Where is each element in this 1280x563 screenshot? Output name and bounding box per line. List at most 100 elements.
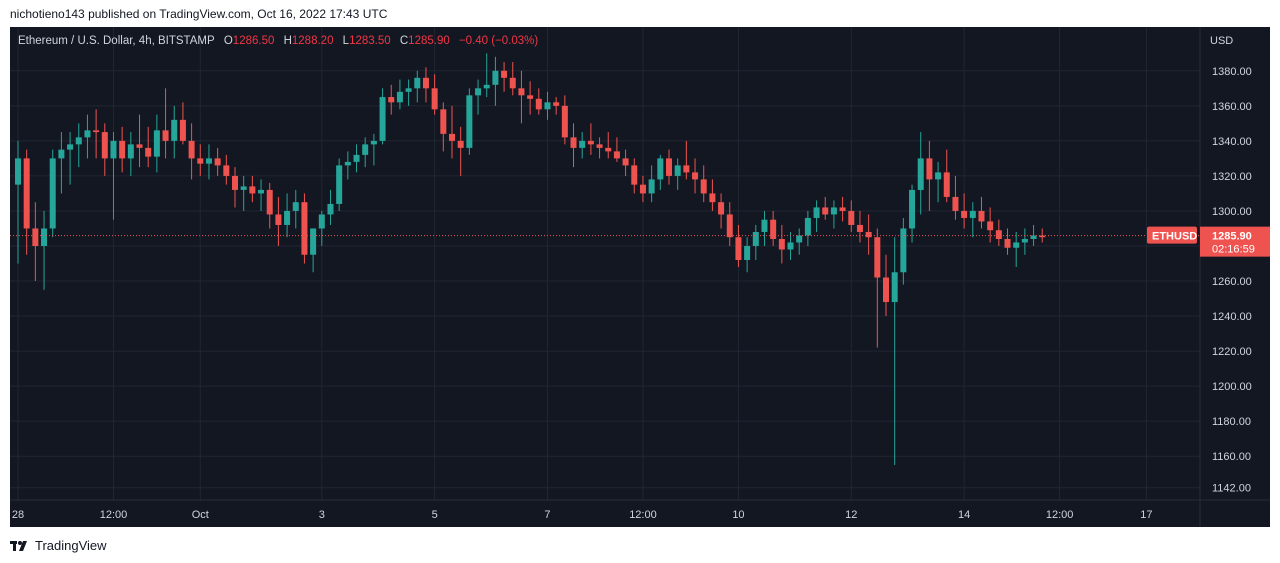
- candle-body: [449, 133, 455, 141]
- legend-change: −0.40 (−0.03%): [458, 35, 539, 47]
- publish-info: nichotieno143 published on TradingView.c…: [10, 7, 388, 21]
- legend-open-value: 1286.50: [232, 35, 275, 47]
- candle-body: [622, 158, 629, 166]
- candle-body: [1004, 238, 1011, 248]
- candle-body: [501, 70, 508, 78]
- time-tick-label: 10: [732, 509, 744, 521]
- candle-body: [318, 214, 325, 229]
- candle-body: [232, 175, 238, 190]
- candle-body: [223, 165, 230, 176]
- candle-body: [171, 119, 178, 141]
- price-tick-label: 1200.00: [1212, 381, 1252, 393]
- candle-body: [509, 77, 516, 89]
- legend-low-value: 1283.50: [349, 35, 391, 47]
- candle-body: [613, 151, 620, 159]
- candle-body: [275, 214, 282, 225]
- candle-body: [362, 144, 369, 155]
- time-axis[interactable]: 28 12:00 Oct 3 5 7 12:00 10 12 14 12:00 17: [12, 509, 1153, 521]
- price-tick-label: 1240.00: [1212, 311, 1252, 323]
- candle-body: [926, 158, 933, 180]
- candle-body: [943, 172, 950, 197]
- candle-body: [865, 231, 872, 238]
- legend-low-label: L: [342, 35, 350, 47]
- candle-body: [475, 88, 482, 96]
- candle-body: [822, 207, 829, 215]
- candle-body: [101, 132, 108, 159]
- candle-body: [1013, 242, 1020, 248]
- candle-body: [75, 137, 82, 145]
- time-tick-label: 12:00: [1046, 509, 1074, 521]
- candle-body: [830, 207, 837, 215]
- candle-body: [49, 158, 56, 229]
- candle-body: [396, 91, 403, 103]
- candle-body: [961, 210, 968, 218]
- candle-body: [674, 165, 681, 176]
- candle-body: [718, 202, 725, 215]
- candle-body: [110, 140, 117, 159]
- candle-body: [84, 130, 91, 138]
- candle-body: [422, 77, 429, 89]
- candle-body: [778, 238, 785, 250]
- candle-body: [804, 217, 811, 236]
- candle-body: [683, 165, 690, 173]
- candle-body: [41, 228, 48, 246]
- candlestick-chart[interactable]: 1142.00 1160.00 1180.00 1200.00 1220.00 1240.…: [10, 27, 1270, 527]
- candle-body: [544, 102, 551, 110]
- candle-body: [197, 158, 204, 164]
- candle-body: [883, 277, 889, 303]
- time-tick-label: 12: [845, 509, 857, 521]
- candle-body: [23, 158, 30, 229]
- chart-panel[interactable]: 1142.00 1160.00 1180.00 1200.00 1220.00 1240.…: [10, 27, 1270, 527]
- candle-body: [952, 196, 959, 211]
- time-tick-label: 3: [319, 509, 325, 521]
- badge-countdown: 02:16:59: [1212, 244, 1255, 256]
- candle-body: [700, 179, 707, 194]
- candle-body: [1021, 238, 1028, 243]
- candle-body: [917, 158, 924, 190]
- candle-body: [839, 207, 846, 211]
- footer-brand[interactable]: TradingView: [10, 538, 107, 553]
- candle-body: [969, 210, 976, 218]
- legend-symbol: Ethereum / U.S. Dollar, 4h, BITSTAMP: [18, 35, 215, 47]
- price-tick-label: 1320.00: [1212, 171, 1252, 183]
- candle-body: [935, 172, 942, 180]
- candle-body: [344, 161, 351, 166]
- candle-body: [796, 235, 803, 243]
- candle-body: [726, 214, 733, 238]
- price-tick-label: 1380.00: [1212, 66, 1252, 78]
- candle-body: [266, 189, 273, 215]
- candle-body: [32, 228, 39, 246]
- candle-body: [648, 179, 655, 194]
- candle-body: [136, 144, 143, 148]
- candle-body: [440, 109, 447, 134]
- candle-body: [310, 228, 317, 255]
- candle-body: [744, 245, 751, 260]
- candle-body: [1030, 235, 1037, 239]
- time-tick-label: 14: [958, 509, 970, 521]
- legend-close-label: C: [399, 35, 409, 47]
- candle-body: [631, 165, 638, 185]
- price-tick-label: 1360.00: [1212, 101, 1252, 113]
- candle-body: [909, 189, 916, 229]
- candle-body: [891, 272, 898, 303]
- candle-body: [770, 219, 777, 239]
- candle-body: [353, 154, 360, 162]
- candle-body: [900, 228, 907, 273]
- candle-body: [145, 147, 152, 157]
- footer-brand-label: TradingView: [35, 538, 107, 553]
- time-tick-label: 28: [12, 509, 24, 521]
- candle-body: [284, 210, 291, 225]
- time-tick-label: 17: [1140, 509, 1152, 521]
- candle-body: [214, 158, 221, 166]
- candle-body: [553, 102, 560, 106]
- candles: [15, 53, 1046, 465]
- candle-body: [709, 193, 716, 203]
- price-tick-label: 1142.00: [1212, 483, 1251, 495]
- time-tick-label: 7: [544, 509, 550, 521]
- candle-body: [561, 105, 568, 138]
- candle-body: [336, 165, 343, 204]
- candle-body: [327, 203, 334, 215]
- candle-body: [93, 130, 100, 133]
- badge-symbol-bg: [1147, 226, 1197, 244]
- price-axis[interactable]: 1142.00 1160.00 1180.00 1200.00 1220.00 1240.…: [1212, 66, 1252, 495]
